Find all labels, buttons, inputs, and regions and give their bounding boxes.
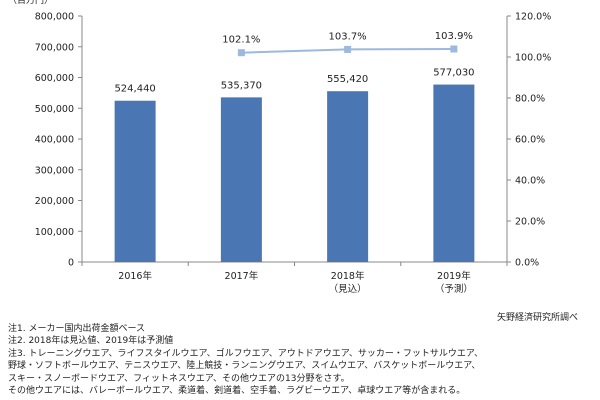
y-left-tick-label: 500,000 <box>35 104 74 115</box>
y-right-tick-label: 0.0% <box>515 258 539 269</box>
y-left-tick-label: 200,000 <box>35 196 74 207</box>
bar-value-label: 524,440 <box>114 84 155 95</box>
note-line: 野球・ソフトボールウエア、テニスウエア、陸上競技・ランニングウエア、スイムウエア… <box>8 361 481 372</box>
note-line: その他ウエアには、バレーボールウエア、柔道着、剣道着、空手着、ラグビーウエア、卓… <box>8 386 466 397</box>
bar <box>433 84 475 262</box>
ratio-label: 103.9% <box>435 31 473 42</box>
bar-value-label: 577,030 <box>433 68 474 79</box>
ratio-point <box>344 45 352 53</box>
bar-value-label: 555,420 <box>327 74 368 85</box>
combo-chart: （百万円） 0 100,000 200,000 300,000 400,000 500,00… <box>8 0 551 295</box>
y-left-tick-label: 600,000 <box>35 73 74 84</box>
y-left-tick-label: 100,000 <box>35 227 74 238</box>
ratio-label: 103.7% <box>329 31 367 42</box>
y-right-tick-label: 60.0% <box>515 135 545 146</box>
y-left-tick-label: 0 <box>68 258 74 269</box>
x-category-sublabel: （予測） <box>435 283 473 295</box>
bar-value-label: 535,370 <box>221 80 262 91</box>
y-left-tick-label: 800,000 <box>35 12 74 23</box>
x-category-label: 2016年 <box>118 270 152 282</box>
notes-block: 注1. メーカー国内出荷金額ベース 注2. 2018年は見込値、2019年は予測… <box>8 323 598 397</box>
x-category-sublabel: （見込） <box>329 283 367 295</box>
bar <box>114 100 156 262</box>
bar <box>327 91 369 263</box>
note-line: 注2. 2018年は見込値、2019年は予測値 <box>8 336 174 347</box>
ratio-point <box>237 49 245 57</box>
ratio-point <box>450 45 458 53</box>
note-line: 注3. トレーニングウエア、ライフスタイルウエア、ゴルフウエア、アウトドアウエア… <box>8 348 483 359</box>
y-left-tick-label: 300,000 <box>35 165 74 176</box>
y-left-tick-label: 700,000 <box>35 42 74 53</box>
y-right-tick-label: 120.0% <box>515 12 551 23</box>
note-line: 注1. メーカー国内出荷金額ベース <box>8 324 145 334</box>
note-line: スキー・スノーボードウエア、フィットネスウエア、その他ウエアの13分野をさす。 <box>8 373 350 384</box>
bar <box>220 97 262 263</box>
y-right-tick-label: 100.0% <box>515 53 551 64</box>
unit-label: （百万円） <box>8 0 53 6</box>
x-category-label: 2019年 <box>437 270 471 282</box>
y-left-tick-label: 400,000 <box>35 135 74 146</box>
x-category-label: 2018年 <box>331 270 365 282</box>
x-category-label: 2017年 <box>225 270 259 282</box>
source-credit: 矢野経済研究所調べ <box>496 313 578 323</box>
y-right-tick-label: 20.0% <box>515 217 545 228</box>
y-right-tick-label: 80.0% <box>515 94 545 105</box>
ratio-label: 102.1% <box>222 35 260 46</box>
y-right-tick-label: 40.0% <box>515 176 545 187</box>
